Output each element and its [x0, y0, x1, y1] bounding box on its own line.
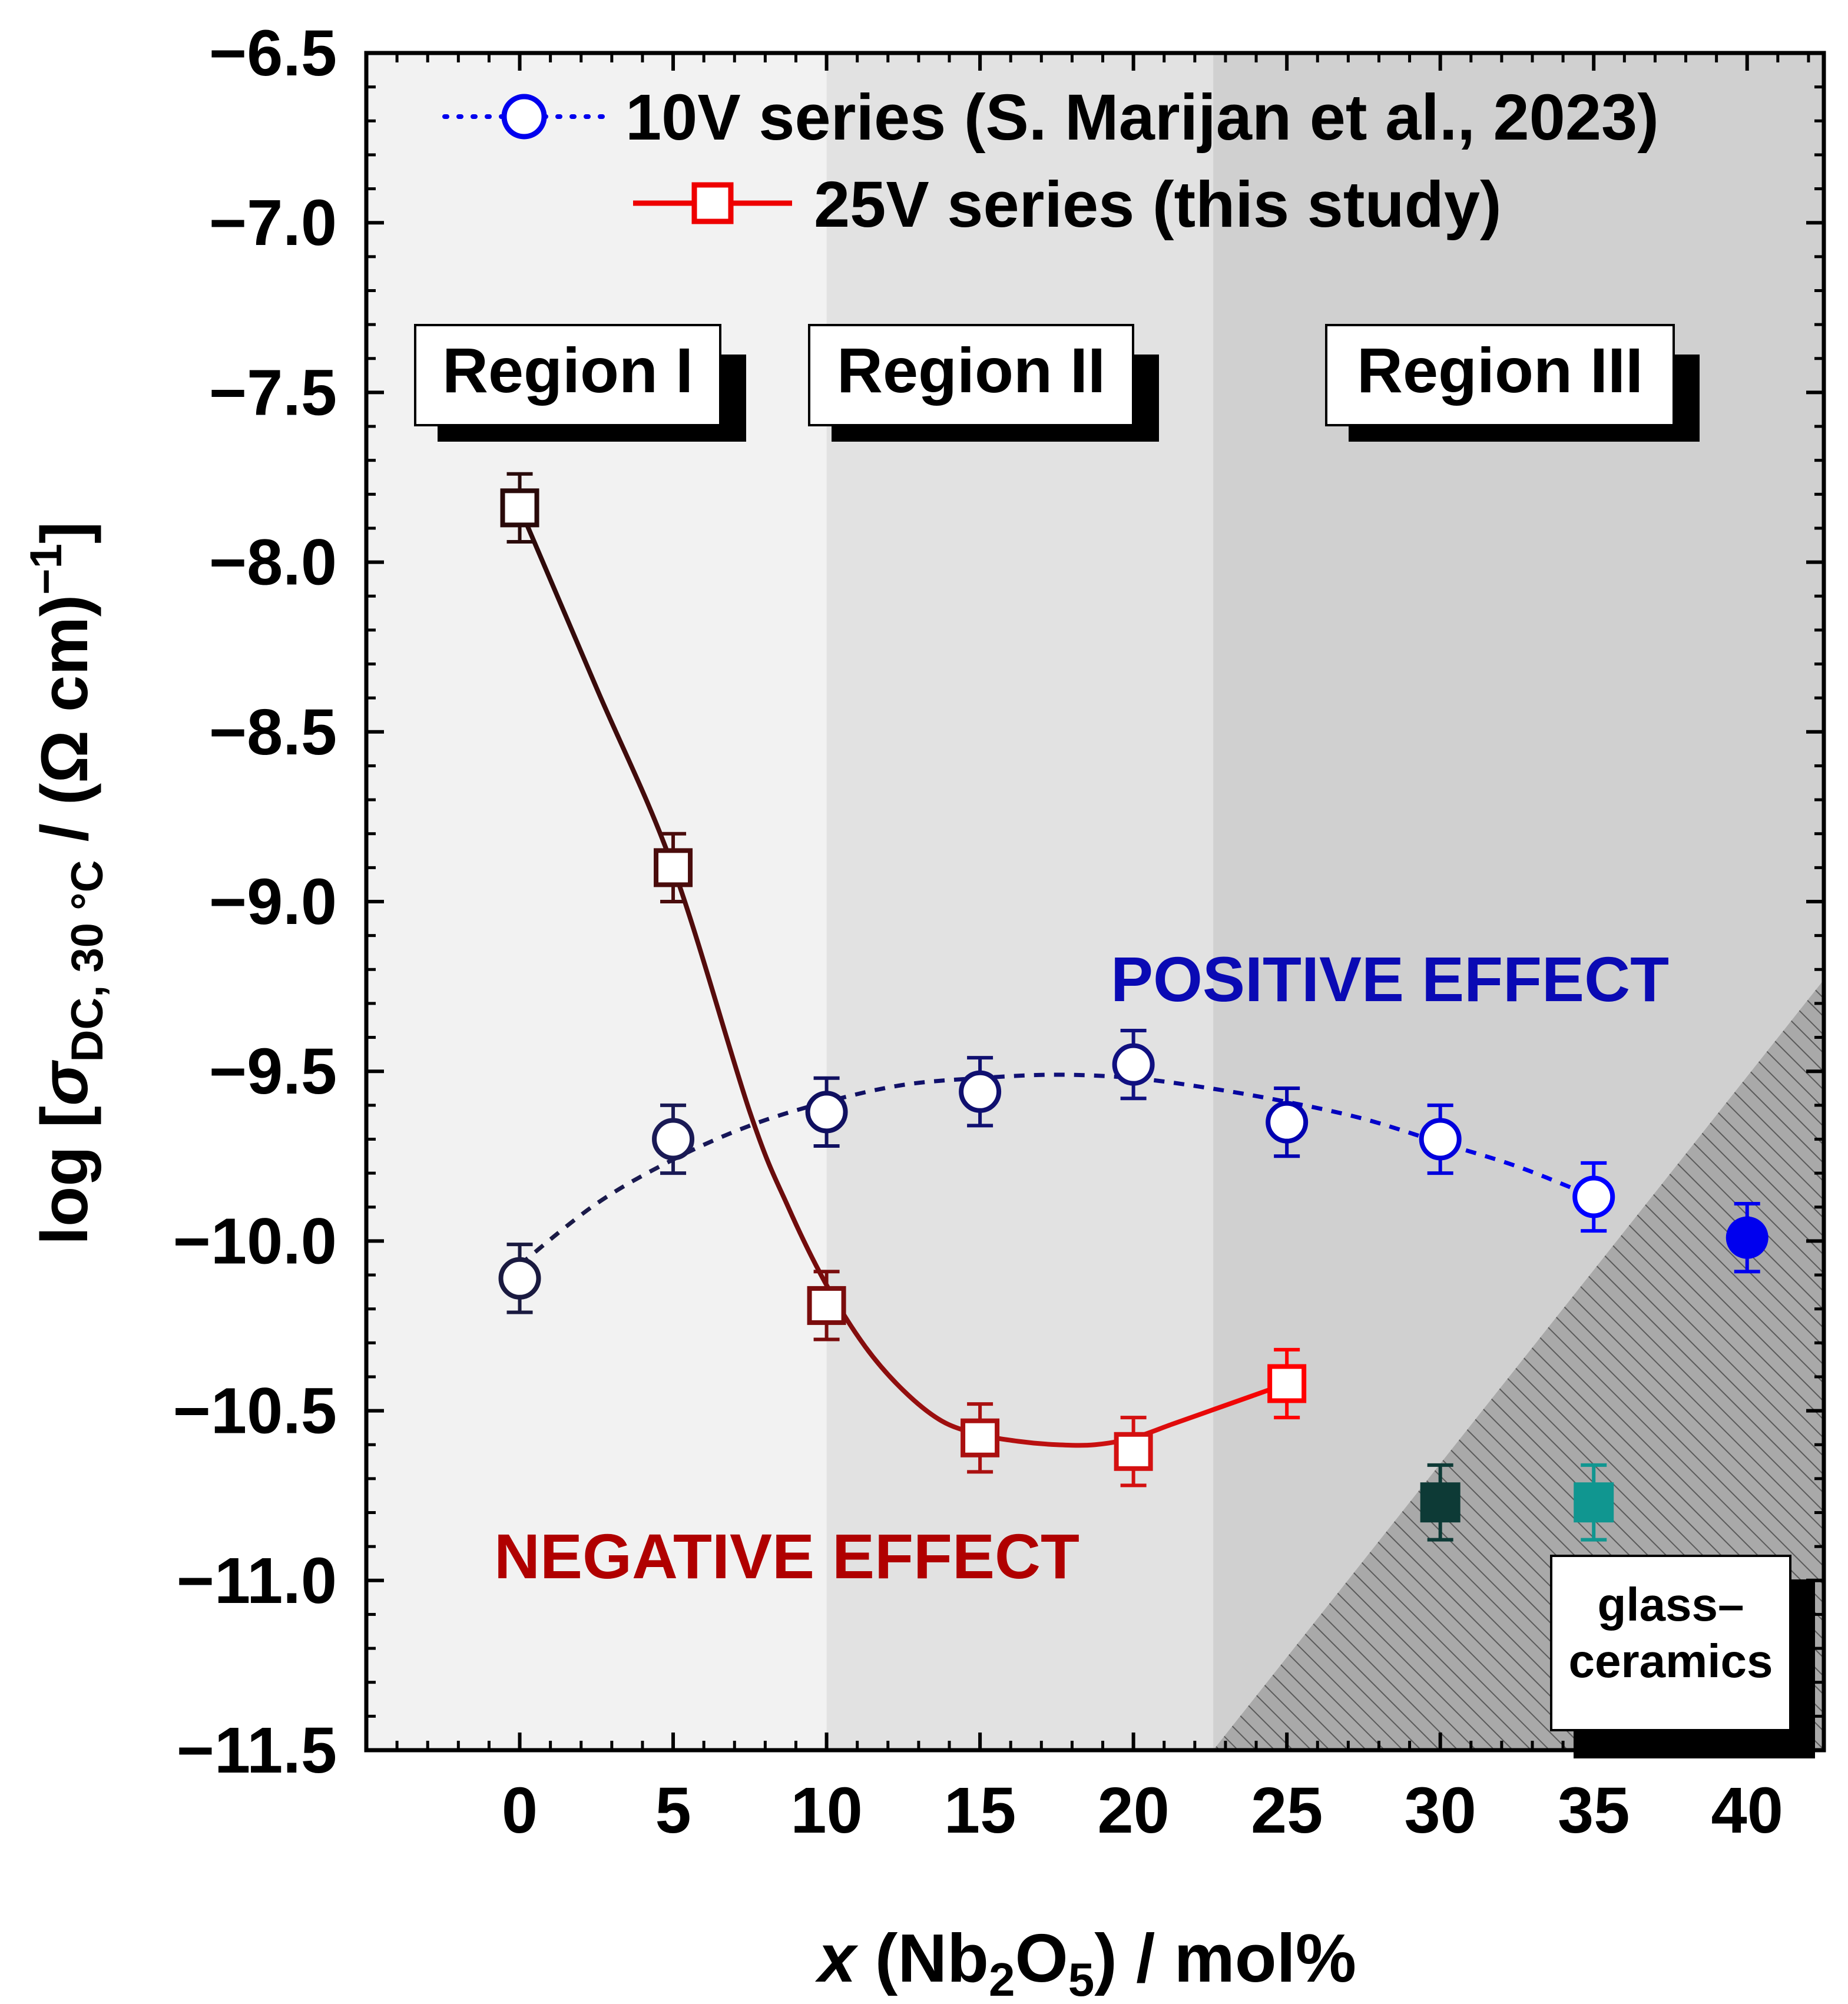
- annotation-positive-effect: POSITIVE EFFECT: [1111, 943, 1669, 1015]
- x-tick-label-0: 0: [502, 1774, 538, 1847]
- y-tick-label: −11.5: [177, 1714, 337, 1787]
- y-axis-title-sigma: σ: [28, 1060, 101, 1106]
- annotation-negative-effect: NEGATIVE EFFECT: [494, 1521, 1079, 1592]
- glass-ceramics-label: glass– ceramics: [1550, 1555, 1815, 1758]
- x-tick-label-25: 25: [1251, 1774, 1323, 1847]
- y-tick-label: −10.5: [173, 1375, 337, 1447]
- legend: 10V series (S. Marijan et al., 2023) 25V…: [442, 81, 1659, 241]
- region-bg-2: [826, 53, 1214, 1750]
- marker-10v-15: [959, 1070, 1002, 1113]
- x-tick-label-5: 5: [655, 1774, 691, 1847]
- y-tick-label: −9.0: [209, 866, 337, 938]
- y-tick-label: −9.5: [209, 1035, 337, 1108]
- x-tick-label-15: 15: [944, 1774, 1016, 1847]
- y-tick-label: −8.5: [209, 696, 337, 769]
- x-tick-label-10: 10: [790, 1774, 862, 1847]
- region-label-2: Region II: [808, 324, 1159, 442]
- data-markers: [498, 472, 1768, 1542]
- glass-ceramics-line2: ceramics: [1569, 1635, 1773, 1687]
- marker-25v-20: [1114, 1432, 1153, 1471]
- marker-glass-ceramic-30: [1420, 1482, 1460, 1523]
- y-tick-label: −7.5: [209, 356, 337, 429]
- region-bg-1: [366, 53, 827, 1750]
- marker-10v-35: [1572, 1175, 1615, 1218]
- x-tick-label-30: 30: [1405, 1774, 1476, 1847]
- y-axis-title-sup: −1: [21, 544, 71, 595]
- y-axis-title-prefix: log [: [28, 1106, 101, 1245]
- marker-10v-25: [1266, 1101, 1309, 1144]
- x-axis-title-var: x: [814, 1920, 859, 1996]
- marker-10v-20: [1112, 1043, 1155, 1086]
- y-tick-label: −7.0: [209, 187, 337, 259]
- region-label-3: Region III: [1325, 324, 1700, 442]
- x-axis-title-sub2: 5: [1068, 1953, 1095, 2004]
- y-tick-label: −11.0: [177, 1545, 337, 1617]
- axes: 0 5 10 15 20 25 30 35 40 −11.5 −11.0 −10.5 −10.0 −9.5…: [173, 17, 1824, 1847]
- legend-label-25v: 25V series (this study): [814, 168, 1502, 241]
- y-axis-title: log [σDC, 30 °C / (Ω cm)−1]: [21, 522, 112, 1245]
- region-label-1: Region I: [414, 324, 746, 442]
- region-2-text: Region II: [837, 334, 1105, 406]
- region-1-text: Region I: [442, 334, 693, 406]
- x-tick-label-40: 40: [1711, 1774, 1783, 1847]
- y-axis-title-close: ]: [28, 522, 101, 544]
- y-tick-label: −10.0: [173, 1205, 337, 1277]
- x-axis-title-sub1: 2: [989, 1953, 1015, 2004]
- marker-25v-10: [807, 1286, 846, 1325]
- y-tick-label: −6.5: [209, 17, 337, 90]
- x-axis-title-suffix: ) / mol%: [1094, 1920, 1356, 1996]
- marker-25v-0: [500, 488, 539, 528]
- marker-25v-5: [654, 848, 693, 887]
- y-axis-title-suffix: / (Ω cm): [28, 595, 101, 860]
- x-axis-title-mid: O: [1015, 1920, 1068, 1996]
- marker-25v-15: [961, 1418, 1000, 1458]
- marker-10v-30: [1419, 1118, 1462, 1161]
- y-axis-title-sub: DC, 30 °C: [62, 860, 112, 1062]
- marker-25v-25: [1267, 1364, 1307, 1403]
- x-tick-label-35: 35: [1558, 1774, 1630, 1847]
- marker-10v-10: [805, 1091, 848, 1134]
- legend-label-10v: 10V series (S. Marijan et al., 2023): [625, 81, 1659, 154]
- y-tick-label: −8.0: [209, 526, 337, 599]
- region-3-text: Region III: [1357, 334, 1643, 406]
- x-tick-label-20: 20: [1097, 1774, 1169, 1847]
- marker-glass-ceramic-35: [1574, 1482, 1614, 1523]
- legend-entry-10v: 10V series (S. Marijan et al., 2023): [442, 81, 1659, 154]
- marker-10v-5: [652, 1118, 695, 1161]
- glass-ceramics-line1: glass–: [1597, 1578, 1744, 1631]
- marker-10v-0: [498, 1257, 541, 1300]
- marker-glass-ceramic-40: [1726, 1216, 1768, 1259]
- x-axis-title-prefix: (Nb: [856, 1920, 989, 1996]
- legend-entry-25v: 25V series (this study): [633, 168, 1502, 241]
- x-axis-title: x (Nb2O5) / mol%: [814, 1920, 1356, 2004]
